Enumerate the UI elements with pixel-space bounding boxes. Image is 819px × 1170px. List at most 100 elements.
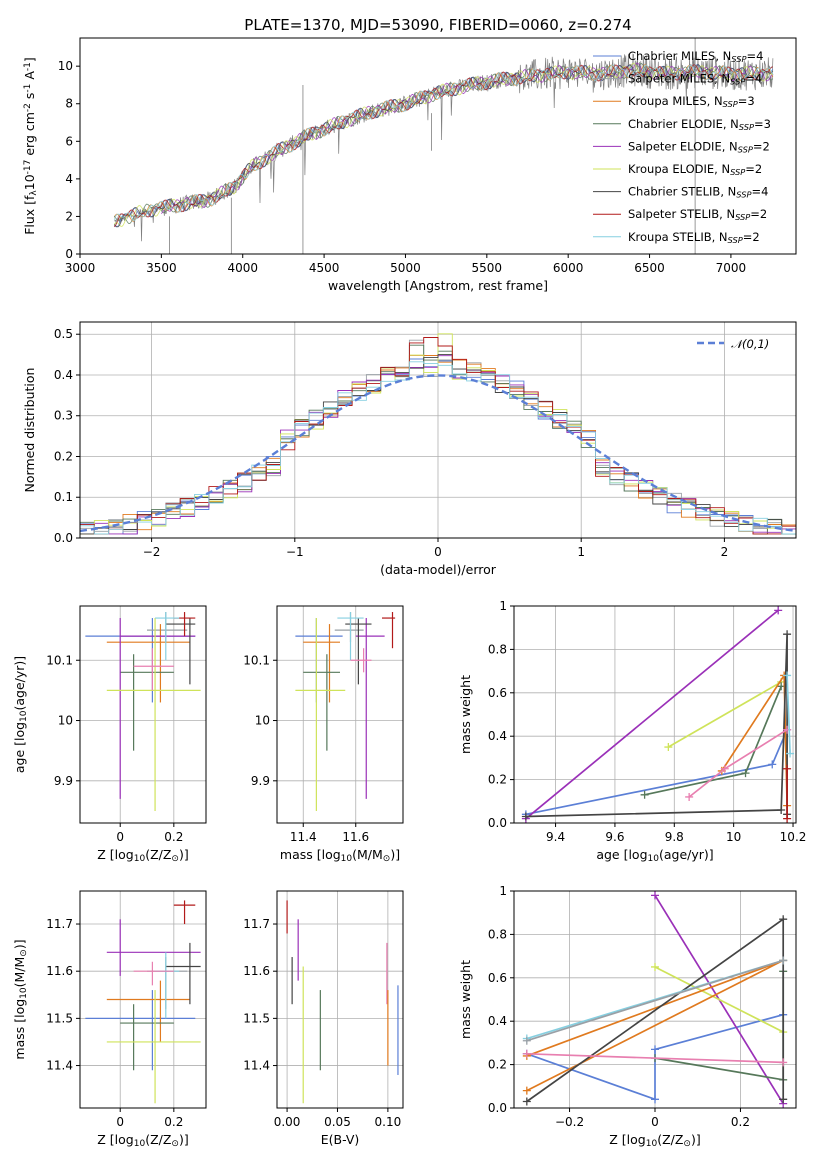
tick-label-y: 4 (65, 172, 73, 186)
x-axis-label: mass [log10(M/M⊙)] (280, 847, 400, 864)
legend: Chabrier MILES, NSSP=4 Salpeter MILES, NS… (593, 49, 771, 245)
weight-marker (522, 1086, 531, 1095)
tick-label-y: 11.7 (46, 917, 73, 931)
weight-marker (777, 805, 786, 814)
y-axis-label: mass [log10(M/M⊙)] (12, 939, 29, 1059)
tick-label-x: 2 (721, 545, 729, 559)
weight-marker (522, 1049, 531, 1058)
tick-label-y: 0.8 (488, 927, 507, 941)
tick-label-y: 0.0 (488, 1101, 507, 1115)
tick-label-y: 11.5 (46, 1011, 73, 1025)
weight-line (525, 729, 788, 816)
tick-label-y: 0.3 (54, 409, 73, 423)
x-axis-label: E(B-V) (321, 1132, 360, 1147)
tick-label-y: 0.2 (488, 1058, 507, 1072)
tick-label-y: 2 (65, 209, 73, 223)
tick-label-x: 4000 (227, 261, 258, 275)
x-axis-label: Z [log10(Z/Z⊙)] (609, 1132, 700, 1149)
axes-frame (513, 605, 797, 824)
tick-label-x: 11.4 (290, 830, 317, 844)
legend-entry: Chabrier ELODIE, NSSP=3 (628, 117, 771, 132)
model-line-kroupa-stelib (113, 64, 774, 221)
x-axis-label: Z [log10(Z/Z⊙)] (97, 847, 188, 864)
weight-marker (779, 915, 788, 924)
axes-frame (79, 890, 207, 1109)
tick-label-y: 0.5 (54, 327, 73, 341)
legend-entry: Salpeter STELIB, NSSP=2 (628, 207, 767, 222)
tick-label-y: 11.7 (243, 917, 270, 931)
tick-label-y: 1 (499, 599, 507, 613)
y-axis-label: mass weight (458, 960, 473, 1039)
tick-label-y: 0.4 (54, 368, 73, 382)
y-axis-label: mass weight (458, 675, 473, 754)
tick-label-y: 1 (499, 884, 507, 898)
weight-marker (774, 606, 783, 615)
chart-title: PLATE=1370, MJD=53090, FIBERID=0060, z=0… (244, 16, 631, 34)
model-line-chabrier-stelib (113, 64, 774, 228)
tick-label-y: 11.4 (46, 1059, 73, 1073)
weight-marker (783, 764, 792, 773)
weight-marker (651, 1095, 659, 1104)
weight-line (526, 1052, 784, 1064)
plot-area-Z_weight (514, 891, 796, 1108)
tick-label-y: 0.0 (54, 531, 73, 545)
histogram-salpeter-elodie (80, 355, 796, 535)
weight-marker (720, 764, 729, 773)
axes-spectrum: 3000 3500 4000 4500 5000 5500 6000 6500 7000 0 2 4 6… (22, 16, 797, 293)
tick-label-x: 9.4 (546, 830, 565, 844)
tick-label-x: 0.2 (731, 1115, 750, 1129)
tick-label-x: −1 (286, 545, 304, 559)
tick-label-x: −2 (143, 545, 161, 559)
tick-label-x: 0 (651, 1115, 659, 1129)
weight-line (667, 681, 782, 748)
tick-label-y: 10.1 (243, 653, 270, 667)
x-axis-label: Z [log10(Z/Z⊙)] (97, 1132, 188, 1149)
axes-Z_weight: −0.2 0 0.2 0.0 0.2 0.4 0.6 0.8 1 Z [log10(Z/Z⊙)] m… (458, 884, 797, 1149)
axes-EBV_mass: 0.00 0.05 0.10 11.4 11.5 11.6 11.7 E(B-V) (243, 890, 404, 1147)
weight-line (654, 971, 785, 1081)
x-axis-label: wavelength [Angstrom, rest frame] (328, 278, 548, 293)
plot-area-Z_mass (80, 891, 206, 1108)
weight-marker (664, 743, 673, 752)
plot-area-Z_age (80, 606, 206, 823)
tick-label-x: 4500 (309, 261, 340, 275)
weight-marker (651, 891, 659, 900)
weight-line (526, 1013, 784, 1101)
x-axis-label: (data-model)/error (380, 562, 497, 577)
tick-label-y: 10 (255, 714, 270, 728)
weight-marker (522, 1097, 531, 1106)
legend-entry: Salpeter MILES, NSSP=4 (628, 72, 762, 87)
tick-label-y: 11.5 (243, 1011, 270, 1025)
tick-label-x: 0.2 (164, 830, 183, 844)
tick-label-y: 0.2 (488, 773, 507, 787)
weight-marker (640, 790, 649, 799)
weight-marker (779, 1095, 788, 1104)
axes-frame (276, 890, 404, 1109)
axes-Z_age: 0 0.2 9.9 10 10.1 Z [log10(Z/Z⊙)] age [log10(a… (12, 605, 207, 864)
plot-area-mass_age (277, 606, 403, 823)
axes-frame (79, 321, 797, 539)
tick-label-x: 3500 (146, 261, 177, 275)
weight-marker (741, 769, 750, 778)
tick-label-x: −0.2 (555, 1115, 584, 1129)
tick-label-y: 6 (65, 134, 73, 148)
plot-area-EBV_mass (277, 891, 403, 1108)
legend-entry-normal: 𝒩(0,1) (731, 337, 769, 351)
tick-label-x: 11.6 (342, 830, 369, 844)
tick-label-x: 10 (726, 830, 741, 844)
legend-entry: Kroupa MILES, NSSP=3 (628, 94, 755, 109)
tick-label-x: 0.2 (164, 1115, 183, 1129)
tick-label-y: 0 (65, 247, 73, 261)
tick-label-x: 1 (577, 545, 585, 559)
weight-marker (651, 962, 659, 971)
plot-area-spectrum (113, 38, 774, 254)
tick-label-y: 11.6 (243, 964, 270, 978)
tick-label-y: 11.4 (243, 1059, 270, 1073)
normal-curve (80, 374, 796, 533)
axes-mass_age: 11.4 11.6 9.9 10 10.1 mass [log10(M/M⊙)] (243, 605, 404, 864)
weight-marker (768, 760, 777, 769)
tick-label-x: 0.00 (274, 1115, 301, 1129)
y-axis-label: Normed distribution (22, 368, 37, 493)
legend-entry: Chabrier MILES, NSSP=4 (628, 49, 763, 64)
